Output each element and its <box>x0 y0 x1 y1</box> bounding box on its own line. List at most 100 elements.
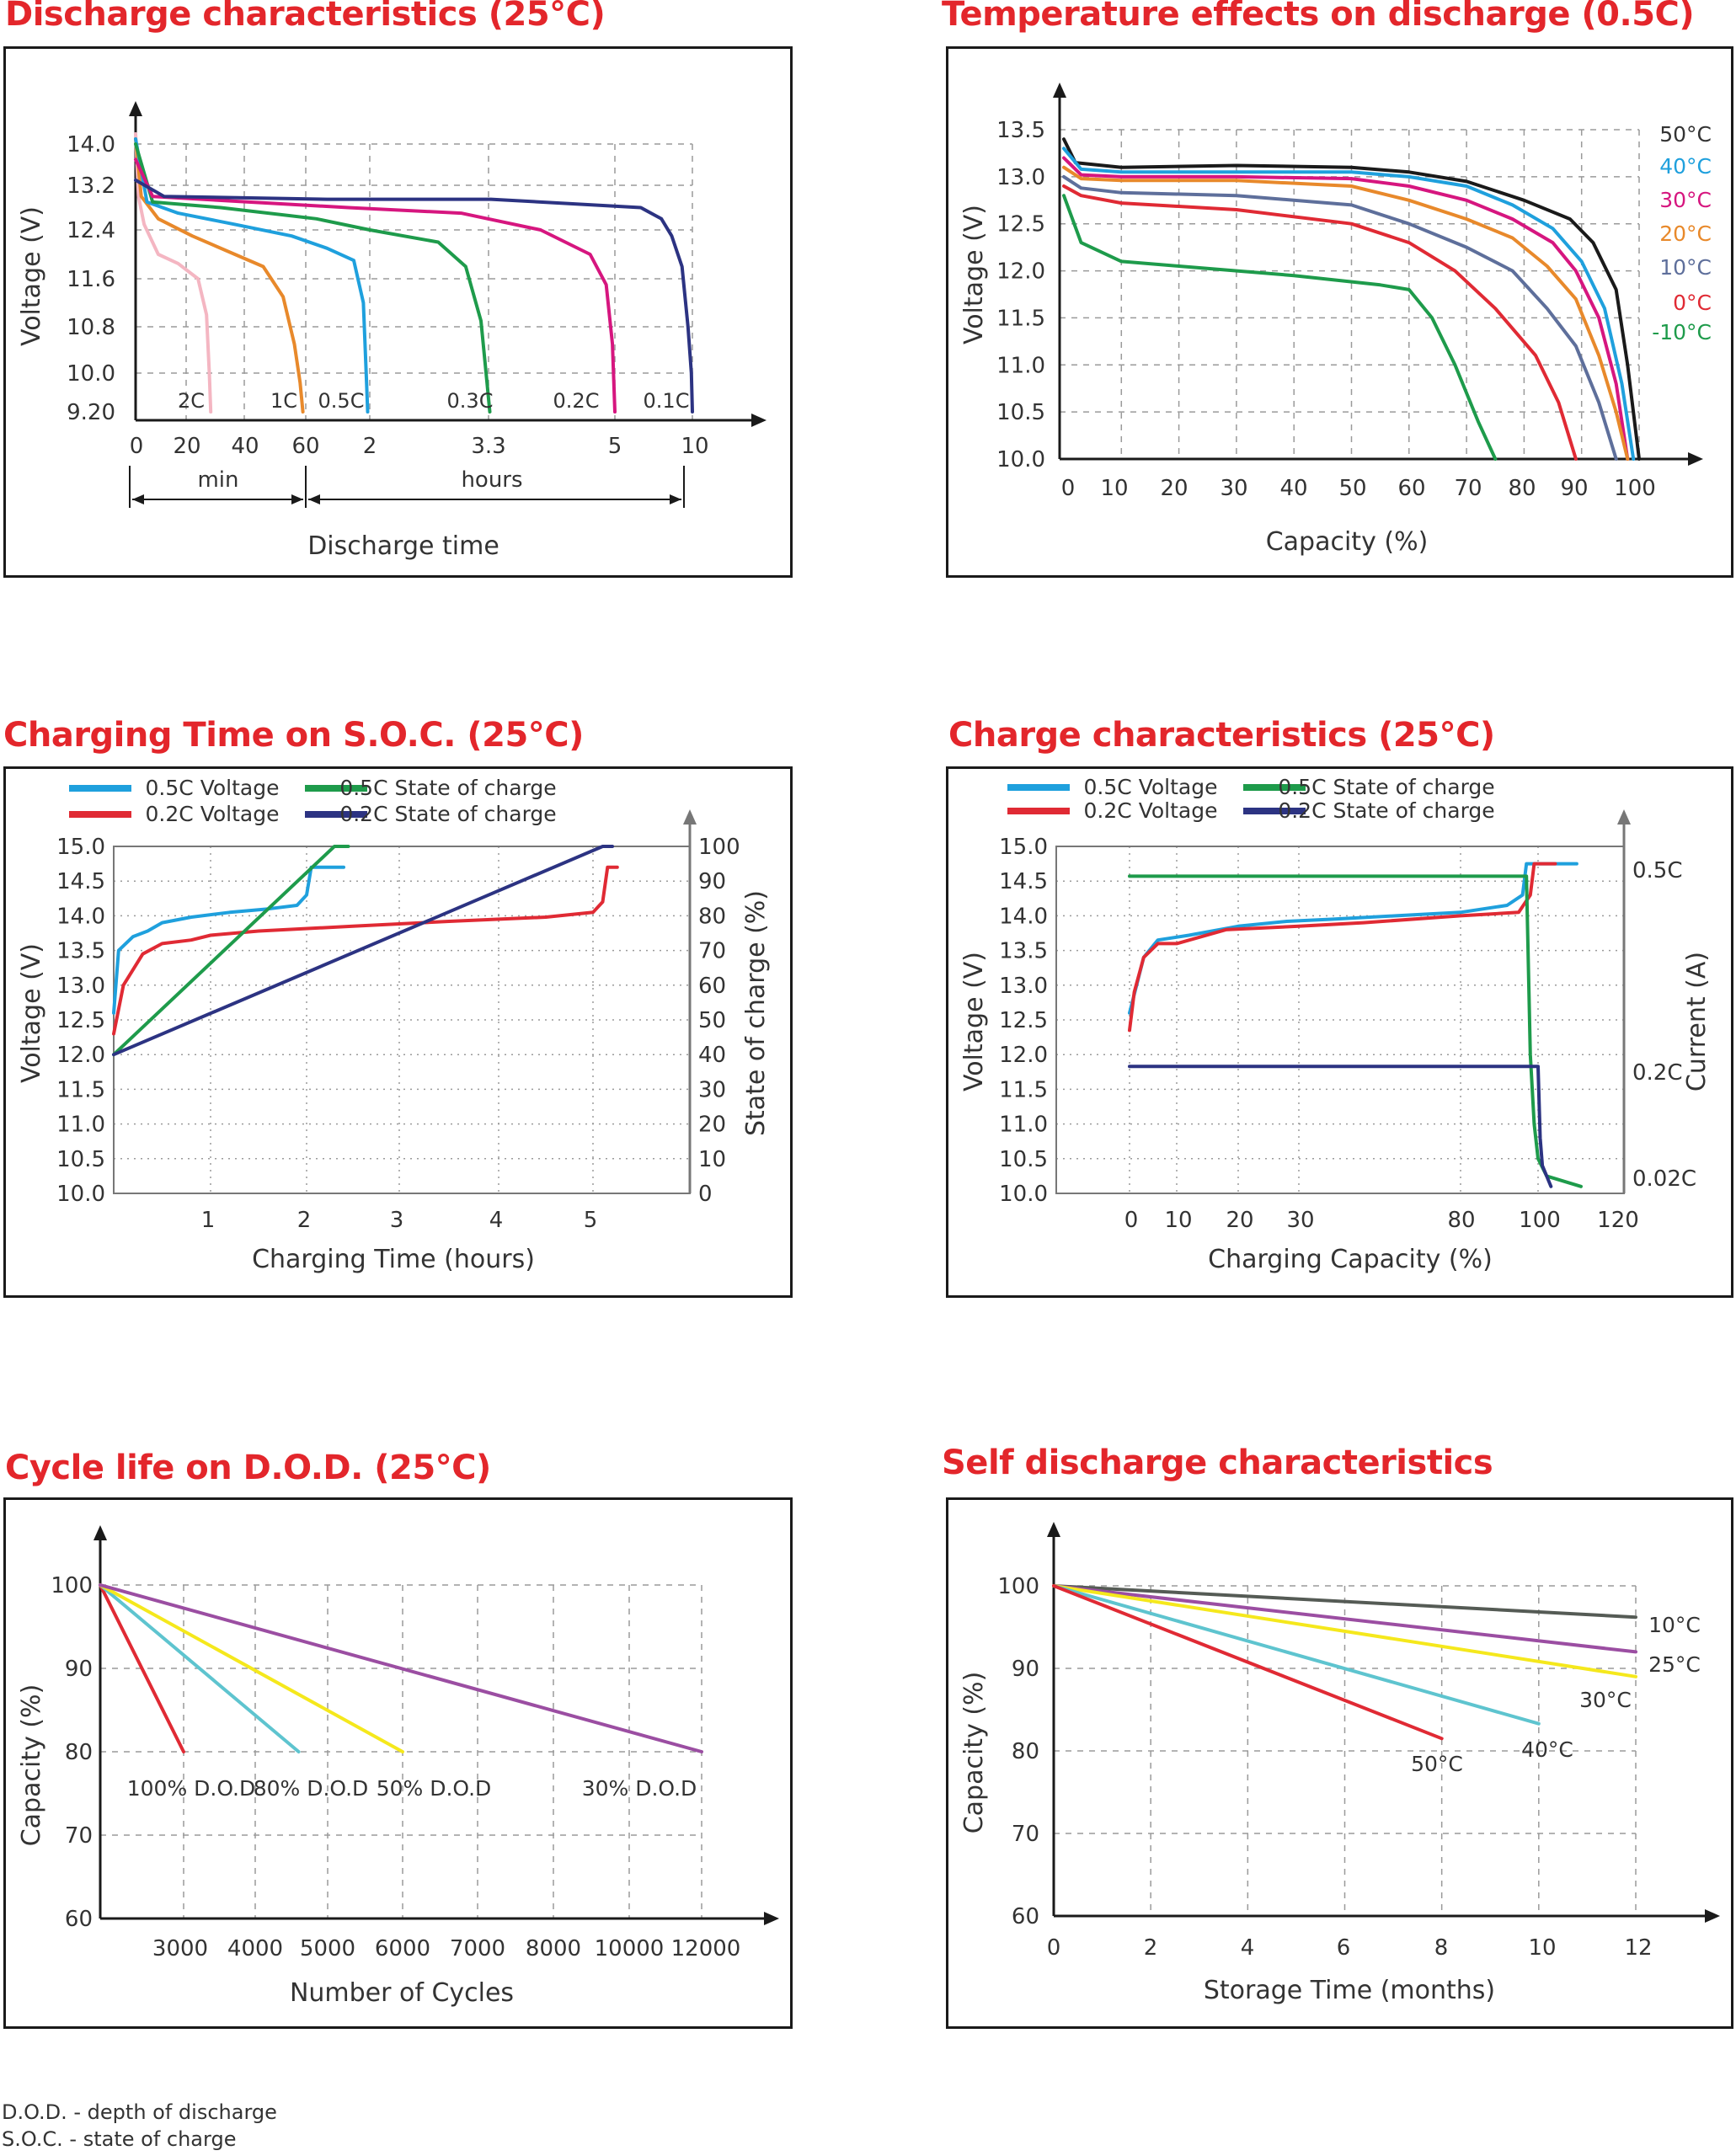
y-tick-label: 12.5 <box>999 1008 1048 1033</box>
x-tick-label: 100 <box>1614 476 1656 501</box>
y-tick-label: 13.5 <box>56 939 105 964</box>
x-tick-label: 0 <box>1047 1935 1061 1961</box>
y-tick-label: 11.0 <box>999 1113 1048 1138</box>
y-tick-label: 11.5 <box>999 1077 1048 1102</box>
y-tick-label: 60 <box>65 1907 93 1932</box>
series-line-0-5c-voltage <box>112 865 345 1015</box>
x-tick-label: 2 <box>297 1208 312 1233</box>
series-line-0-5c <box>134 137 370 414</box>
x-tick-label: 40 <box>231 434 259 459</box>
series-line-30-c <box>1052 1584 1637 1678</box>
series-line-0-1c <box>134 178 694 414</box>
series-line-80-d-o-d <box>99 1583 301 1753</box>
legend-label: 0°C <box>1673 291 1712 315</box>
series-line-30-d-o-d <box>99 1583 703 1753</box>
x-tick-label: 0 <box>1124 1208 1139 1233</box>
legend-label: 0.2C State of charge <box>339 802 556 826</box>
x-axis-label: Number of Cycles <box>290 1978 514 2008</box>
span-arrowhead <box>132 494 144 504</box>
x-tick-label: 4 <box>489 1208 504 1233</box>
x-tick-label: 1 <box>201 1208 216 1233</box>
y2-axis-label: Current (A) <box>1682 952 1712 1091</box>
chart-panel-temperature: 13.5 13.0 12.5 12.0 11.5 11.0 10.5 10.0 0 10 20 30 4… <box>946 46 1733 578</box>
x-tick-label: 2 <box>363 434 377 459</box>
y-tick-label: 10.0 <box>56 1182 105 1207</box>
series-line-0-3c <box>134 142 492 414</box>
series-line-25-c <box>1052 1584 1637 1654</box>
y-axis-arrow <box>93 1525 107 1540</box>
x-tick-label: 2 <box>1144 1935 1158 1961</box>
x-tick-label: 3.3 <box>471 434 505 459</box>
legend-label: 0.2C Voltage <box>146 802 280 826</box>
y-tick-label: 15.0 <box>999 835 1048 860</box>
series-line-100-d-o-d <box>99 1583 185 1753</box>
y-tick-label: 10.0 <box>996 447 1045 472</box>
span-arrowhead <box>308 494 320 504</box>
x-tick-label: 30 <box>1286 1208 1314 1233</box>
series-label: 50°C <box>1411 1752 1463 1776</box>
series-line-40-c <box>1062 147 1636 461</box>
x-axis-label: Storage Time (months) <box>1204 1976 1495 2005</box>
legend-label: 30°C <box>1659 188 1712 212</box>
y-tick-label: 100 <box>997 1574 1039 1599</box>
x-axis-arrow <box>1705 1909 1720 1923</box>
chart-title: Cycle life on D.O.D. (25°C) <box>5 1449 491 1487</box>
y-axis-label: Voltage (V) <box>17 206 46 346</box>
series-label: 100% D.O.D <box>127 1776 255 1801</box>
x-tick-label: 0 <box>130 434 144 459</box>
y-axis-label: Capacity (%) <box>959 1672 989 1834</box>
x-tick-label: 5 <box>608 434 622 459</box>
y2-tick-label: 100 <box>698 835 740 860</box>
series-line-50-d-o-d <box>99 1583 404 1753</box>
x-tick-label: 5 <box>584 1208 598 1233</box>
x-tick-label: 120 <box>1597 1208 1639 1233</box>
series-label: 2C <box>178 389 205 413</box>
y-tick-label: 11.0 <box>996 353 1045 378</box>
series-label: 10°C <box>1648 1613 1701 1637</box>
series-label: 1C <box>270 389 297 413</box>
series-line-0-2c-state-of-charge <box>1128 1065 1553 1188</box>
y-tick-label: 70 <box>1012 1822 1039 1847</box>
legend-label: 10°C <box>1659 255 1712 280</box>
chart-panel-self-discharge: 100 90 80 70 60 0 2 4 6 8 10 12 Capacity (%) Storage … <box>946 1497 1733 2029</box>
y2-tick-label: 70 <box>698 939 726 964</box>
series-line-2c <box>134 132 213 414</box>
y-axis-label: Voltage (V) <box>959 205 989 344</box>
x-axis-label: Charging Time (hours) <box>252 1245 535 1274</box>
y2-tick-label: 0.5C <box>1632 858 1683 883</box>
x-tick-label: 80 <box>1508 476 1536 501</box>
x-tick-label: 3 <box>390 1208 404 1233</box>
series-label: 30°C <box>1579 1688 1632 1712</box>
chart-title: Charging Time on S.O.C. (25°C) <box>3 716 584 755</box>
y2-tick-label: 0 <box>698 1182 713 1207</box>
y-tick-label: 13.0 <box>56 974 105 999</box>
x-tick-label: 3000 <box>152 1936 208 1961</box>
y-tick-label: 15.0 <box>56 835 105 860</box>
x-tick-label: 10 <box>1100 476 1128 501</box>
temperature-chart: 13.5 13.0 12.5 12.0 11.5 11.0 10.5 10.0 0 10 20 30 4… <box>959 83 1712 557</box>
series-line-0-c <box>1062 184 1578 461</box>
y-tick-label: 90 <box>1012 1657 1039 1682</box>
x-tick-label: 12000 <box>671 1936 741 1961</box>
series-line-0-2c-voltage <box>1128 862 1557 1033</box>
x-axis-arrow <box>1688 452 1703 466</box>
x-tick-label: 12 <box>1624 1935 1652 1961</box>
x-tick-label: 20 <box>173 434 200 459</box>
x-tick-label: 0 <box>1061 476 1076 501</box>
y2-axis-label: State of charge (%) <box>741 890 771 1136</box>
legend-label: 20°C <box>1659 221 1712 246</box>
series-label: 25°C <box>1648 1652 1701 1677</box>
footnote-soc: S.O.C. - state of charge <box>2 2127 237 2151</box>
y2-tick-label: 40 <box>698 1043 726 1068</box>
y2-tick-label: 20 <box>698 1113 726 1138</box>
y-tick-label: 14.5 <box>999 869 1048 894</box>
y-tick-label: 10.5 <box>56 1147 105 1172</box>
y-axis-arrow <box>129 101 142 116</box>
legend-label: 0.5C State of charge <box>339 776 556 800</box>
y2-axis-arrow <box>1617 809 1631 825</box>
y-axis-arrow <box>1047 1522 1060 1537</box>
y2-tick-label: 0.02C <box>1632 1166 1696 1192</box>
series-line-10-c <box>1062 194 1498 461</box>
series-line-0-2c-state-of-charge <box>112 845 614 1057</box>
y2-tick-label: 90 <box>698 869 726 894</box>
